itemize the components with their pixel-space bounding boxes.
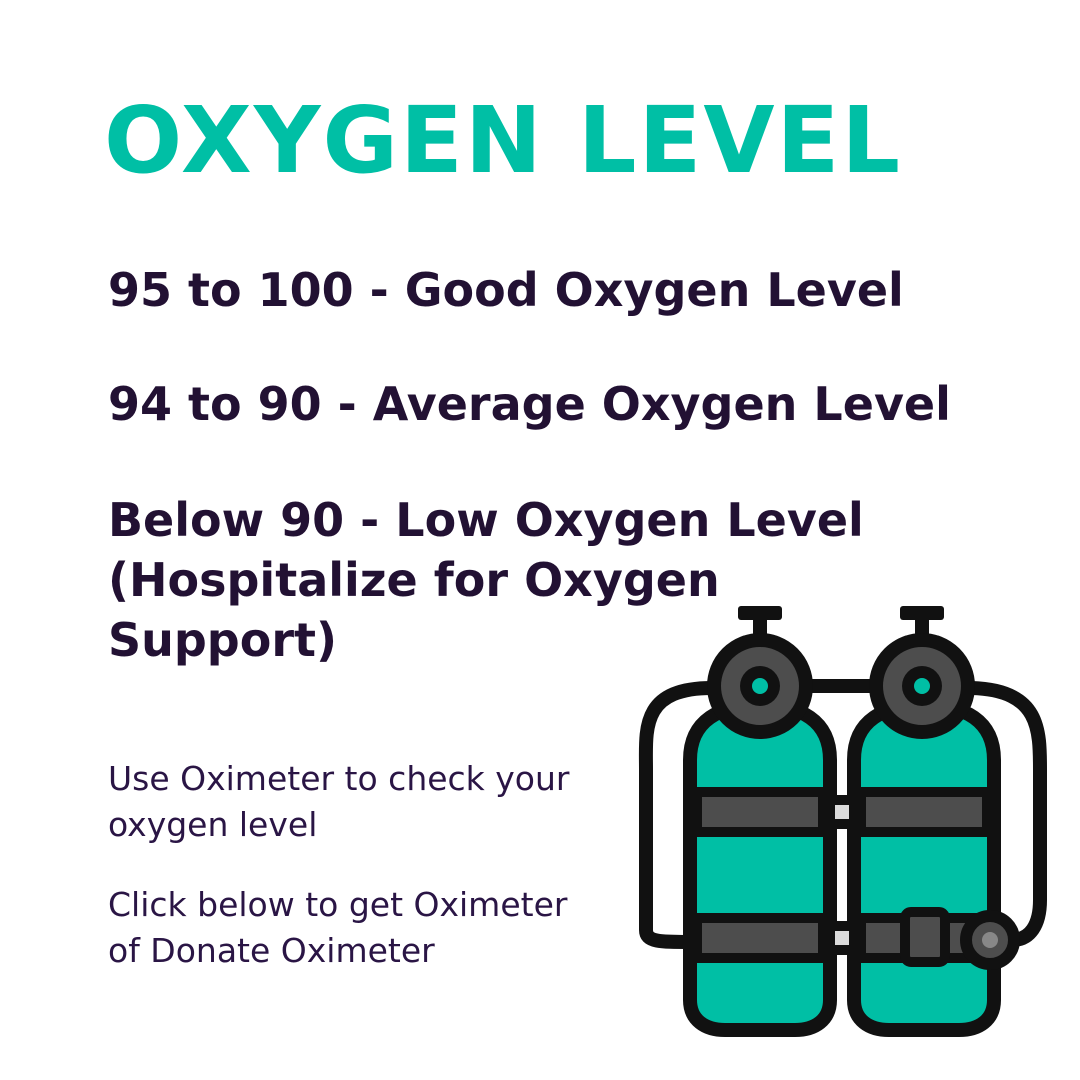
level-low-line-3: Support) [108,613,338,667]
level-good: 95 to 100 - Good Oxygen Level [108,263,904,317]
oxygen-tanks-icon [638,606,1047,1037]
oximeter-donate-note: Click below to get Oximeter of Donate Ox… [108,882,628,974]
page-title: OXYGEN LEVEL [104,87,903,194]
level-low-line-1: Below 90 - Low Oxygen Level [108,493,864,547]
level-low-line-2: (Hospitalize for Oxygen [108,553,720,607]
oximeter-check-line-1: Use Oximeter to check your [108,759,570,798]
level-average: 94 to 90 - Average Oxygen Level [108,377,951,431]
oximeter-check-note: Use Oximeter to check your oxygen level [108,756,628,848]
oximeter-check-line-2: oxygen level [108,805,318,844]
oximeter-donate-line-1: Click below to get Oximeter [108,885,568,924]
oximeter-donate-line-2: of Donate Oximeter [108,931,435,970]
level-low: Below 90 - Low Oxygen Level (Hospitalize… [108,490,868,670]
